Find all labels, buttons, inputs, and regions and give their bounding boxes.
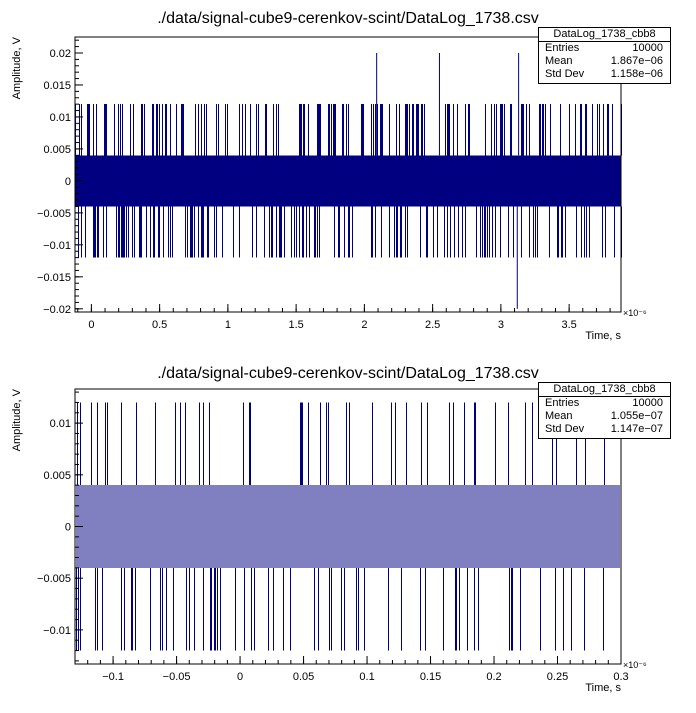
x-axis-title: Time, s [585,330,621,342]
x-tick-label: 0.3 [613,671,628,683]
x-tick-label: −0.1 [102,671,124,683]
signal-positive-excursions [77,402,605,486]
stats-title: DataLog_1738_cbb8 [539,383,670,397]
chart-bottom: ./data/signal-cube9-cerenkov-scint/DataL… [11,365,647,694]
stats-value: 1.867e−06 [610,55,663,67]
chart-top: ./data/signal-cube9-cerenkov-scint/DataL… [11,10,647,342]
stats-value: 1.055e−07 [610,410,663,422]
stats-label: Std Dev [545,423,585,435]
y-tick-label: 0.02 [50,48,71,60]
x-tick-label: 0.5 [152,319,167,331]
signal-negative-excursions [78,206,622,258]
stats-label: Mean [545,55,573,67]
stats-row-mean: Mean 1.867e−06 [539,55,670,68]
y-axis-title: Amplitude, V [11,388,23,451]
y-axis-title: Amplitude, V [11,36,23,99]
y-tick-label: 0.01 [50,112,71,124]
stats-row-entries: Entries 10000 [539,42,670,55]
stats-label: Std Dev [545,68,585,80]
x-tick-label: 0.2 [486,671,501,683]
signal-negative-excursions [76,567,604,651]
chart-panel-bottom: ./data/signal-cube9-cerenkov-scint/DataL… [0,354,696,708]
y-tick-label: 0.01 [50,418,71,430]
stats-box-bottom: DataLog_1738_cbb8 Entries 10000 Mean 1.0… [538,382,671,439]
stats-title: DataLog_1738_cbb8 [539,28,670,42]
x-tick-label: 0.05 [293,671,314,683]
chart-title: ./data/signal-cube9-cerenkov-scint/DataL… [157,10,539,27]
y-tick-label: 0 [65,176,71,188]
chart-panel-top: ./data/signal-cube9-cerenkov-scint/DataL… [0,0,696,354]
signal-positive-excursions [75,104,622,156]
x-tick-label: 0 [237,671,243,683]
x-axis: 0 0.5 1 1.5 2 2.5 3 3.5 [77,304,611,331]
x-tick-label: 0.15 [420,671,441,683]
y-tick-label: −0.005 [37,573,71,585]
y-tick-label: 0.015 [43,80,71,92]
x-tick-label: 1 [225,319,231,331]
signal-trace [74,52,622,309]
y-tick-label: 0.005 [43,470,71,482]
stats-label: Mean [545,410,573,422]
x-tick-label: 3.5 [561,319,576,331]
x-tick-label: 0.25 [547,671,568,683]
x-tick-label: 0 [88,319,94,331]
signal-baseline-band [74,155,622,207]
stats-value: 1.158e−06 [610,68,663,80]
stats-row-stddev: Std Dev 1.158e−06 [539,68,670,81]
x-tick-label: 2 [361,319,367,331]
y-tick-label: −0.005 [37,208,71,220]
stats-label: Entries [545,42,580,54]
y-tick-label: 0.005 [43,144,71,156]
y-tick-label: −0.01 [43,240,71,252]
stats-label: Entries [545,397,580,409]
x-tick-label: 0.1 [359,671,374,683]
stats-row-entries: Entries 10000 [539,397,670,410]
stats-row-mean: Mean 1.055e−07 [539,410,670,423]
stats-row-stddev: Std Dev 1.147e−07 [539,423,670,436]
x-tick-label: 1.5 [288,319,303,331]
x-axis-title: Time, s [585,682,621,694]
signal-trace [74,402,622,651]
stats-box-top: DataLog_1738_cbb8 Entries 10000 Mean 1.8… [538,27,671,84]
y-axis: −0.01 −0.005 0 0.005 0.01 [37,391,83,662]
x-tick-label: −0.05 [163,671,191,683]
x-tick-label: 2.5 [425,319,440,331]
stats-value: 1.147e−07 [610,423,663,435]
chart-title: ./data/signal-cube9-cerenkov-scint/DataL… [157,365,539,382]
y-axis: −0.02 −0.015 −0.01 −0.005 0 0.005 0.01 0.015 0.0… [37,39,83,316]
stats-value: 10000 [632,42,663,54]
x-exponent-label: ×10⁻⁶ [623,660,647,670]
x-tick-label: 3 [498,319,504,331]
signal-baseline-band [74,485,622,568]
x-axis: −0.1 −0.05 0 0.05 0.1 0.15 0.2 0.25 0.3 [74,656,629,683]
y-tick-label: −0.02 [43,304,71,316]
y-tick-label: −0.01 [43,625,71,637]
stats-value: 10000 [632,397,663,409]
x-exponent-label: ×10⁻⁶ [623,308,647,318]
y-tick-label: 0 [65,522,71,534]
y-tick-label: −0.015 [37,272,71,284]
